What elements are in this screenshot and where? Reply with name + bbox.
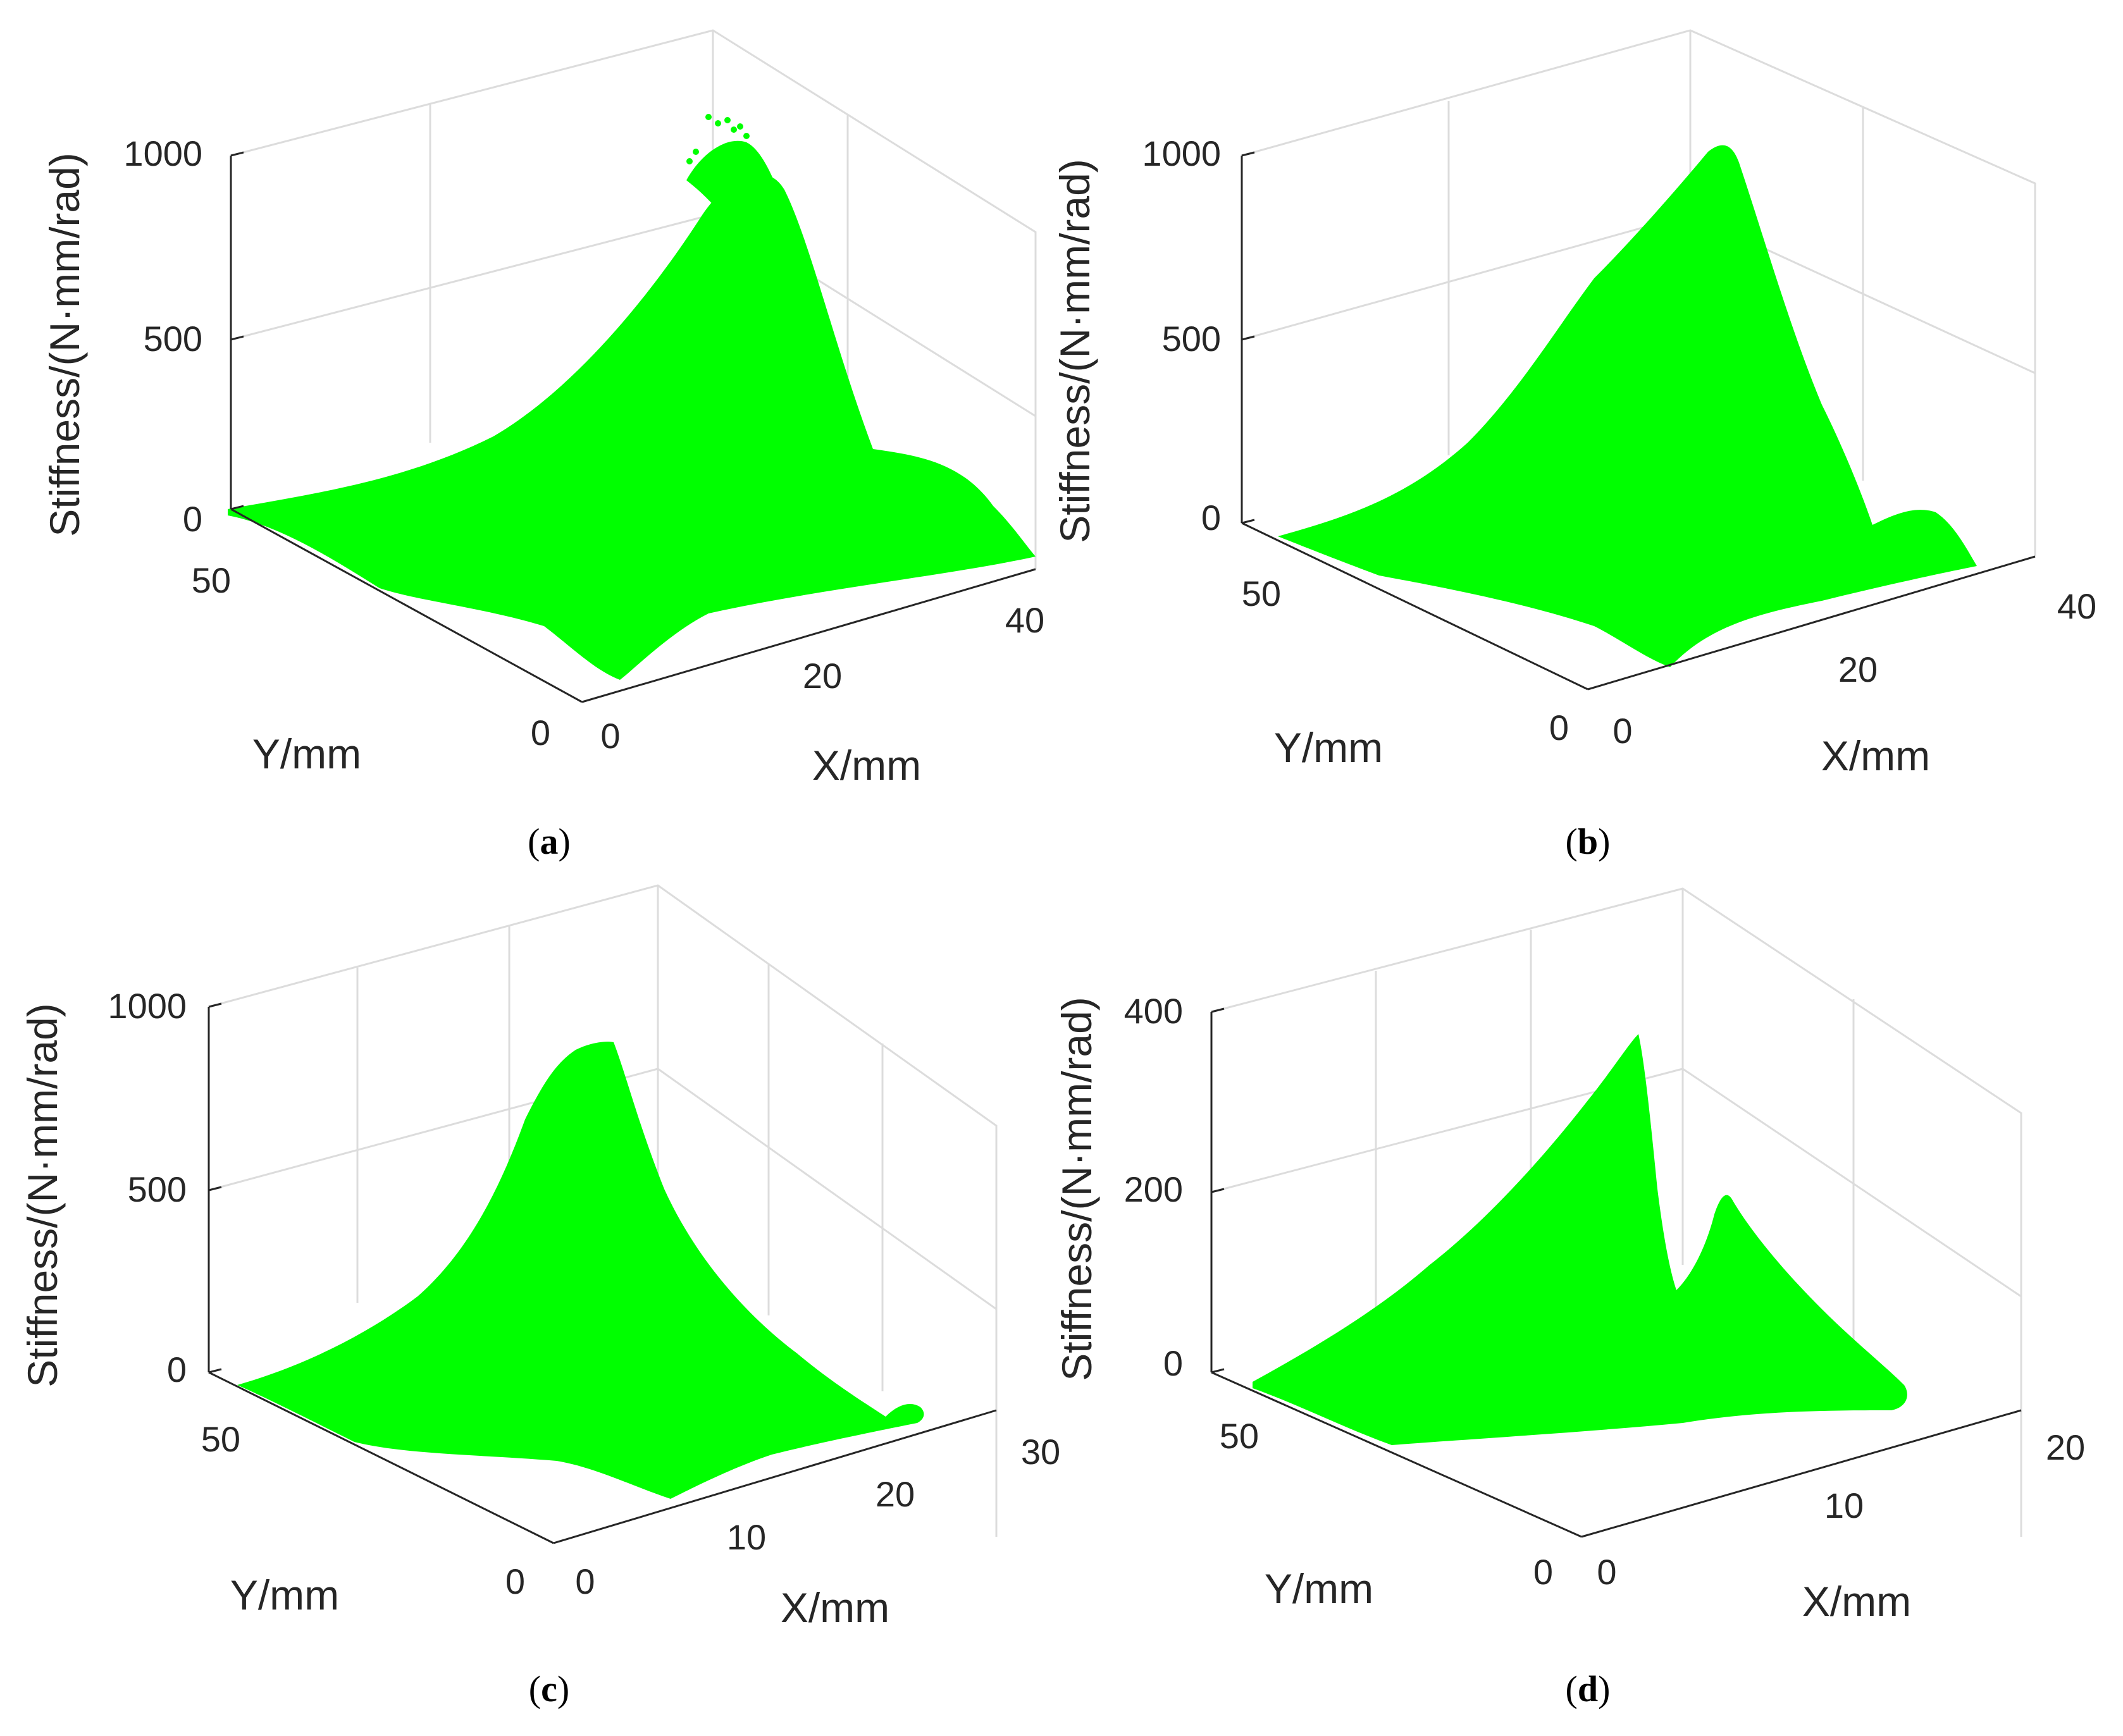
ytick-label-a-50: 50: [192, 560, 231, 600]
zlabel-d: Stiffness/(N·mm/rad): [1053, 997, 1100, 1381]
panel-b: 0 500 1000 50 0 0 20 40 Stiffness/(N·mm/…: [1051, 29, 2096, 862]
ytick-label-d-50: 50: [1220, 1416, 1259, 1456]
axis-y-a: [230, 508, 583, 703]
ztick-d-400: [1211, 1007, 1225, 1013]
ztick-label-c-1000: 1000: [108, 986, 187, 1026]
grid-back-b: [1241, 29, 2036, 557]
axis-y-c: [208, 1371, 554, 1544]
xlabel-a: X/mm: [812, 742, 921, 789]
xtick-label-a-20: 20: [803, 656, 842, 696]
axis-y-b: [1241, 522, 1588, 691]
axis-y-d: [1211, 1371, 1582, 1538]
ylabel-b: Y/mm: [1274, 724, 1383, 771]
zlabel-a: Stiffness/(N·mm/rad): [41, 152, 88, 537]
ytick-label-a-0: 0: [531, 713, 550, 753]
ztick-label-a-1000: 1000: [123, 133, 202, 173]
ytick-label-b-50: 50: [1242, 574, 1281, 613]
ztick-d-200: [1211, 1188, 1225, 1193]
ztick-c-0: [208, 1368, 222, 1374]
ytick-label-c-50: 50: [201, 1419, 240, 1459]
ytick-label-c-0: 0: [505, 1561, 525, 1601]
caption-c: (c): [529, 1668, 569, 1709]
surface-a: [228, 173, 1036, 680]
grid-z500b-c: [657, 1068, 997, 1310]
axis-x-c: [553, 1409, 997, 1544]
ylabel-a: Y/mm: [252, 730, 361, 777]
xtick-label-c-20: 20: [876, 1474, 915, 1514]
ztick-c-1000: [208, 1002, 222, 1008]
xlabel-c: X/mm: [781, 1584, 889, 1631]
xtick-label-d-0: 0: [1597, 1552, 1616, 1592]
ztick-b-1000: [1241, 151, 1255, 157]
peak-dot-a-3: [724, 117, 731, 123]
ztick-a-500: [230, 335, 244, 341]
xtick-label-b-40: 40: [2057, 586, 2096, 626]
ztick-c-500: [208, 1186, 222, 1191]
grid-back-a: [230, 29, 1037, 569]
peak-dot-a-7: [693, 149, 699, 155]
ytick-label-d-0: 0: [1533, 1552, 1553, 1592]
surface-c: [237, 1042, 924, 1499]
peak-scatter-a: [686, 114, 750, 164]
xtick-label-b-20: 20: [1838, 649, 1878, 689]
zlabel-c: Stiffness/(N·mm/rad): [19, 1003, 66, 1388]
grid-z200b-d: [1682, 1068, 2022, 1298]
caption-d: (d): [1566, 1668, 1611, 1709]
surface-a-peak: [686, 140, 797, 266]
grid-back-d: [1211, 887, 2022, 1537]
peak-dot-a-4: [731, 126, 737, 133]
xtick-label-a-0: 0: [600, 716, 620, 756]
ztick-label-b-0: 0: [1201, 498, 1221, 538]
panel-c: 0 500 1000 50 0 0 10 20 30 Stiffness/(N·…: [19, 884, 1060, 1709]
ztick-label-a-0: 0: [183, 499, 202, 539]
ztick-b-0: [1241, 519, 1255, 524]
ztick-label-b-1000: 1000: [1142, 133, 1221, 173]
ylabel-d: Y/mm: [1265, 1565, 1373, 1612]
xlabel-b: X/mm: [1821, 732, 1930, 779]
ztick-label-d-0: 0: [1163, 1343, 1183, 1383]
ytick-label-b-0: 0: [1549, 708, 1569, 748]
xtick-label-a-40: 40: [1005, 600, 1044, 640]
surface-b: [1278, 145, 1977, 667]
caption-b: (b): [1566, 821, 1611, 862]
xtick-label-d-10: 10: [1824, 1486, 1864, 1525]
ztick-label-c-500: 500: [128, 1169, 187, 1209]
xtick-label-c-30: 30: [1021, 1432, 1060, 1472]
ztick-b-500: [1241, 335, 1255, 341]
ztick-label-d-400: 400: [1124, 991, 1183, 1031]
panel-d: 0 200 400 50 0 0 10 20 Stiffness/(N·mm/r…: [1053, 887, 2085, 1709]
xtick-label-d-20: 20: [2046, 1427, 2085, 1467]
axis-x-a: [581, 568, 1036, 703]
ztick-label-d-200: 200: [1124, 1169, 1183, 1209]
surface-d: [1253, 1034, 1907, 1445]
ztick-a-1000: [230, 151, 244, 157]
ztick-label-b-500: 500: [1162, 319, 1221, 359]
peak-dot-a-8: [686, 158, 693, 164]
peak-dot-a-2: [715, 120, 721, 126]
ztick-d-0: [1211, 1368, 1225, 1374]
ztick-a-0: [230, 505, 244, 510]
peak-dot-a-6: [743, 133, 750, 139]
xlabel-d: X/mm: [1802, 1578, 1911, 1625]
grid-z500-a: [230, 213, 714, 341]
xtick-label-c-0: 0: [575, 1561, 595, 1601]
caption-a: (a): [528, 821, 571, 862]
ylabel-c: Y/mm: [230, 1572, 339, 1618]
axis-x-b: [1587, 555, 2036, 691]
zlabel-b: Stiffness/(N·mm/rad): [1051, 159, 1098, 543]
peak-dot-a-1: [705, 114, 712, 120]
panel-a: 0 500 1000 50 0 0 20 40 Stiffness/(N·mm/…: [41, 29, 1044, 862]
grid-z500-b: [1241, 213, 1691, 341]
xtick-label-c-10: 10: [727, 1517, 766, 1557]
axis-x-d: [1581, 1409, 2022, 1538]
ztick-label-c-0: 0: [167, 1350, 187, 1389]
grid-back-c: [208, 884, 998, 1537]
ztick-label-a-500: 500: [144, 319, 202, 359]
peak-dot-a-5: [737, 123, 743, 130]
xtick-label-b-0: 0: [1612, 711, 1632, 751]
